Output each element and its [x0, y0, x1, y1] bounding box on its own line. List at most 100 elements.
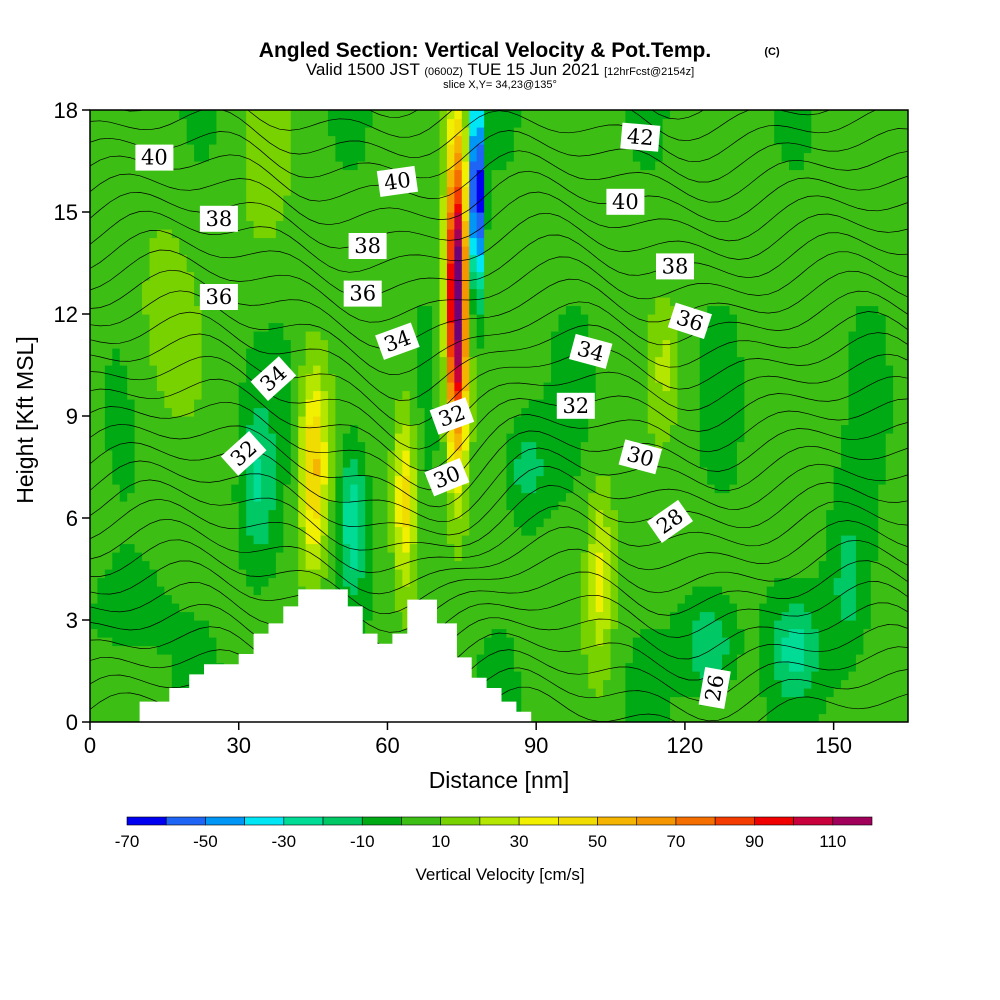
velocity-cell: [580, 526, 589, 536]
velocity-cell: [104, 186, 113, 196]
velocity-cell: [156, 526, 165, 536]
velocity-cell: [298, 271, 307, 281]
velocity-cell: [417, 339, 426, 349]
velocity-cell: [476, 229, 485, 239]
velocity-cell: [565, 509, 574, 519]
velocity-cell: [499, 110, 508, 120]
velocity-cell: [365, 535, 374, 545]
velocity-cell: [156, 407, 165, 417]
velocity-cell: [327, 331, 336, 341]
velocity-cell: [261, 586, 270, 596]
velocity-cell: [409, 526, 418, 536]
velocity-cell: [208, 628, 218, 638]
velocity-cell: [595, 178, 604, 188]
velocity-cell: [446, 390, 455, 400]
velocity-cell: [543, 135, 552, 145]
velocity-cell: [506, 611, 515, 621]
velocity-cell: [97, 679, 106, 689]
velocity-cell: [127, 263, 136, 273]
velocity-cell: [290, 331, 299, 341]
velocity-cell: [409, 135, 418, 145]
velocity-cell: [499, 424, 508, 434]
velocity-cell: [171, 458, 180, 468]
velocity-cell: [565, 263, 574, 273]
velocity-cell: [335, 382, 344, 392]
velocity-cell: [521, 271, 530, 281]
velocity-cell: [104, 620, 113, 630]
velocity-cell: [179, 577, 188, 587]
velocity-cell: [521, 356, 530, 366]
velocity-cell: [573, 314, 582, 324]
velocity-cell: [268, 246, 277, 256]
velocity-cell: [298, 161, 307, 171]
velocity-cell: [201, 399, 210, 409]
velocity-cell: [186, 169, 195, 179]
velocity-cell: [402, 110, 411, 120]
velocity-cell: [216, 654, 225, 664]
velocity-cell: [208, 110, 218, 120]
velocity-cell: [484, 373, 493, 383]
velocity-cell: [201, 195, 210, 205]
velocity-cell: [90, 407, 99, 417]
velocity-cell: [469, 280, 478, 290]
velocity-cell: [97, 237, 106, 247]
velocity-cell: [528, 390, 537, 400]
velocity-cell: [543, 254, 552, 264]
velocity-cell: [156, 696, 165, 706]
velocity-cell: [253, 280, 262, 290]
velocity-cell: [580, 365, 589, 375]
velocity-cell: [387, 637, 396, 647]
velocity-cell: [335, 467, 344, 477]
velocity-cell: [551, 390, 560, 400]
velocity-cell: [543, 569, 552, 579]
velocity-cell: [320, 382, 329, 392]
velocity-cell: [432, 348, 441, 358]
velocity-cell: [536, 535, 545, 545]
velocity-cell: [171, 441, 180, 451]
velocity-cell: [469, 356, 478, 366]
velocity-cell: [246, 263, 255, 273]
velocity-cell: [565, 569, 574, 579]
velocity-cell: [253, 110, 262, 120]
velocity-cell: [119, 203, 128, 213]
velocity-cell: [201, 450, 210, 460]
velocity-cell: [97, 594, 106, 604]
velocity-cell: [238, 416, 247, 426]
velocity-cell: [201, 305, 210, 315]
velocity-cell: [380, 365, 389, 375]
velocity-cell: [90, 178, 99, 188]
velocity-cell: [394, 152, 403, 162]
velocity-cell: [164, 484, 173, 494]
velocity-cell: [335, 399, 344, 409]
velocity-cell: [142, 662, 151, 672]
velocity-cell: [142, 390, 151, 400]
velocity-cell: [417, 458, 426, 468]
velocity-cell: [335, 390, 344, 400]
velocity-cell: [327, 118, 336, 128]
velocity-cell: [499, 229, 508, 239]
velocity-cell: [90, 637, 99, 647]
velocity-cell: [156, 501, 165, 511]
velocity-cell: [283, 424, 292, 434]
velocity-cell: [275, 569, 284, 579]
velocity-cell: [149, 212, 158, 222]
velocity-cell: [558, 705, 567, 715]
velocity-cell: [186, 203, 195, 213]
velocity-cell: [119, 475, 128, 485]
velocity-cell: [342, 543, 351, 553]
velocity-cell: [528, 407, 537, 417]
velocity-cell: [208, 237, 218, 247]
velocity-cell: [387, 611, 396, 621]
velocity-cell: [112, 518, 121, 528]
velocity-cell: [372, 441, 381, 451]
velocity-cell: [327, 195, 336, 205]
velocity-cell: [432, 339, 441, 349]
velocity-cell: [119, 603, 128, 613]
velocity-cell: [394, 135, 403, 145]
velocity-cell: [186, 305, 195, 315]
velocity-cell: [134, 280, 143, 290]
velocity-cell: [506, 356, 515, 366]
velocity-cell: [231, 237, 240, 247]
velocity-cell: [491, 271, 500, 281]
velocity-cell: [357, 475, 366, 485]
